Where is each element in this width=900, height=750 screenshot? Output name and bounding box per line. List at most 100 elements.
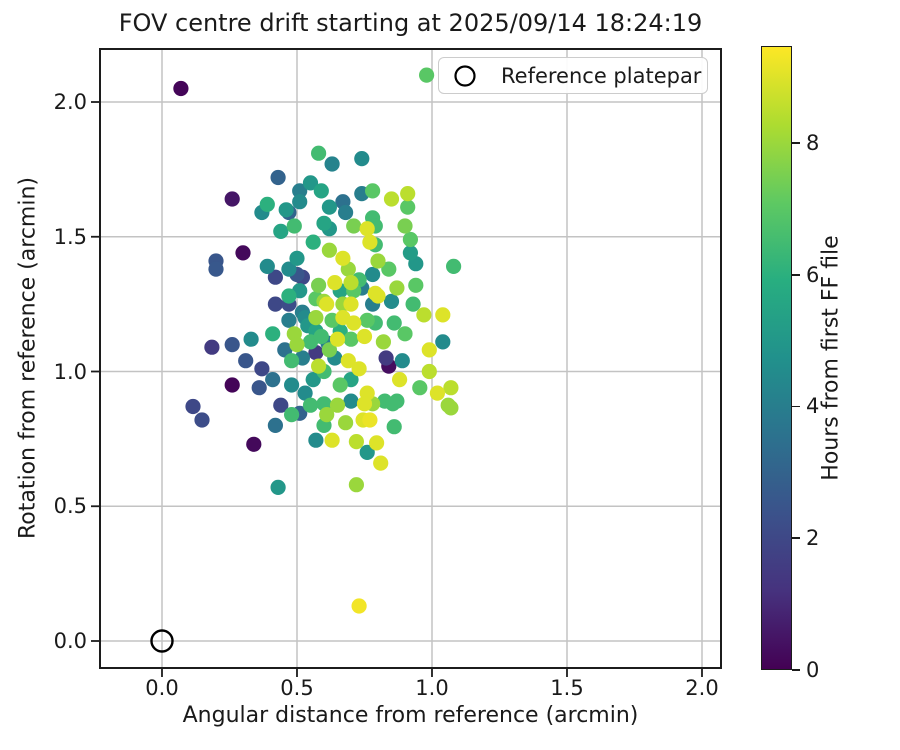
scatter-point: [369, 435, 385, 451]
legend-label: Reference platepar: [501, 63, 702, 88]
reference-marker-icon: [454, 64, 476, 87]
plot-area: [91, 48, 722, 677]
scatter-point: [386, 315, 402, 331]
x-tick-label: 2.0: [685, 676, 719, 700]
scatter-point: [359, 444, 375, 460]
scatter-point: [311, 358, 327, 374]
scatter-point: [321, 242, 337, 258]
scatter-point: [305, 234, 321, 250]
scatter-point: [321, 199, 337, 215]
scatter-point: [267, 296, 283, 312]
scatter-point: [348, 434, 364, 450]
scatter-point: [419, 67, 435, 83]
scatter-point: [386, 419, 402, 435]
scatter-point: [381, 261, 397, 277]
scatter-point: [224, 377, 240, 393]
y-tick-label: 0.0: [53, 628, 87, 653]
scatter-point: [343, 393, 359, 409]
scatter-point: [351, 361, 367, 377]
scatter-point: [429, 385, 445, 401]
colorbar-tick-mark: [792, 141, 800, 144]
scatter-point: [446, 258, 462, 274]
scatter-point: [435, 307, 451, 323]
scatter-point: [270, 479, 286, 495]
scatter-point: [238, 353, 254, 369]
scatter-point: [321, 342, 337, 358]
scatter-point: [289, 337, 305, 353]
colorbar-tick-label: 2: [806, 526, 820, 551]
scatter-point: [378, 350, 394, 366]
scatter-point: [338, 415, 354, 431]
scatter-point: [373, 455, 389, 471]
scatter-point: [273, 397, 289, 413]
scatter-canvas: [91, 48, 722, 677]
scatter-point: [267, 417, 283, 433]
axes-spines: [99, 48, 722, 669]
scatter-point: [194, 412, 210, 428]
scatter-point: [356, 328, 373, 345]
scatter-point: [277, 342, 293, 358]
scatter-point: [383, 191, 400, 207]
scatter-point: [435, 334, 451, 350]
scatter-point: [412, 380, 428, 396]
scatter-point: [302, 175, 319, 191]
colorbar-tick-label: 4: [806, 394, 820, 419]
scatter-point: [335, 250, 351, 266]
scatter-point: [284, 377, 300, 393]
scatter-point: [370, 288, 386, 304]
legend: Reference platepar: [438, 57, 708, 94]
scatter-point: [354, 151, 370, 167]
scatter-point: [392, 372, 408, 388]
scatter-point: [359, 312, 375, 328]
colorbar-tick-mark: [792, 537, 800, 540]
scatter-point: [359, 221, 375, 237]
scatter-point: [185, 398, 201, 415]
scatter-point: [308, 310, 324, 326]
scatter-point: [343, 296, 359, 312]
scatter-point: [284, 353, 300, 369]
scatter-point: [365, 266, 381, 283]
scatter-point: [204, 339, 220, 355]
scatter-point: [292, 194, 308, 210]
scatter-point: [308, 432, 324, 448]
colorbar-tick-mark: [792, 405, 800, 408]
scatter-point: [259, 196, 275, 212]
scatter-point: [375, 334, 391, 350]
scatter-point: [292, 183, 308, 199]
scatter-point: [443, 380, 459, 396]
y-tick-label: 1.5: [53, 224, 87, 249]
scatter-point: [324, 156, 340, 172]
scatter-point: [327, 275, 343, 291]
scatter-point: [343, 275, 359, 291]
scatter-point: [370, 253, 386, 269]
scatter-point: [394, 353, 410, 369]
scatter-point: [267, 269, 283, 285]
scatter-point: [356, 396, 373, 412]
scatter-point: [397, 326, 413, 342]
scatter-point: [278, 202, 294, 218]
scatter-point: [302, 397, 319, 413]
x-tick-label: 1.0: [415, 676, 449, 700]
scatter-point: [421, 342, 437, 358]
scatter-point: [259, 258, 275, 274]
scatter-point: [389, 280, 405, 296]
colorbar-tick-label: 6: [806, 262, 820, 287]
scatter-point: [251, 380, 267, 396]
scatter-point: [400, 186, 416, 202]
scatter-point: [348, 477, 364, 493]
scatter-point: [416, 307, 432, 323]
x-tick-label: 0.0: [145, 676, 179, 700]
scatter-point: [235, 245, 251, 261]
scatter-point: [332, 377, 348, 393]
scatter-point: [408, 277, 424, 293]
scatter-point: [329, 331, 346, 347]
x-axis-label: Angular distance from reference (arcmin): [182, 703, 639, 728]
colorbar-tick-mark: [792, 669, 800, 671]
scatter-point: [243, 331, 259, 347]
reference-platepar-marker: [150, 629, 174, 653]
scatter-point: [281, 288, 297, 304]
scatter-point: [289, 250, 305, 266]
scatter-point: [402, 231, 418, 248]
scatter-point: [329, 397, 346, 413]
scatter-point: [173, 80, 189, 97]
